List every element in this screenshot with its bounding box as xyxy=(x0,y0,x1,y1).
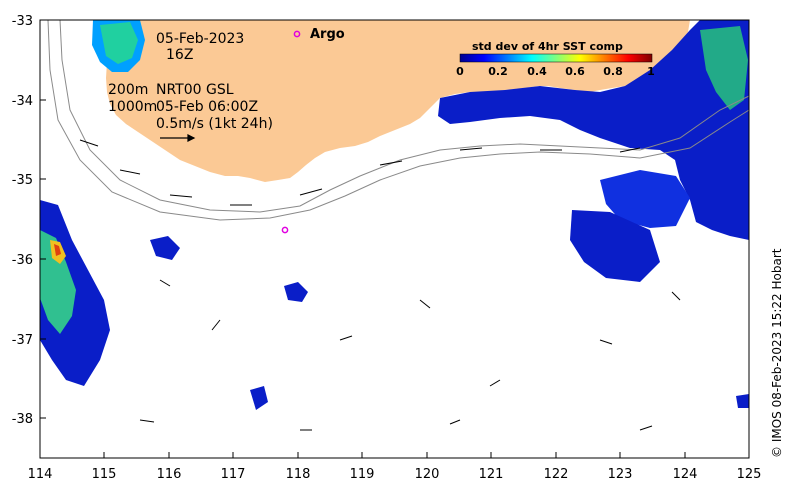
x-tick-label: 114 xyxy=(28,467,53,482)
sst-patch-e-lower xyxy=(570,210,660,282)
x-tick-label: 123 xyxy=(608,467,633,482)
legend-line2-left: 1000m xyxy=(108,99,157,115)
legend-line1-right: NRT00 GSL xyxy=(156,82,234,98)
current-arrow xyxy=(419,299,431,309)
sst-patch-w-green xyxy=(40,230,76,334)
sst-patch-mid-2 xyxy=(150,236,180,260)
y-tick-label: -34 xyxy=(12,94,33,109)
x-tick-label: 115 xyxy=(92,467,117,482)
colorbar-tick: 0.6 xyxy=(565,65,585,78)
current-arrow xyxy=(619,147,641,153)
current-arrow xyxy=(119,169,141,175)
colorbar: std dev of 4hr SST comp 0 0.2 0.4 0.6 0.… xyxy=(456,40,655,78)
x-tick-label: 121 xyxy=(479,467,504,482)
current-arrow xyxy=(159,279,171,287)
current-arrow xyxy=(671,291,681,301)
current-arrow xyxy=(489,379,501,387)
current-arrow xyxy=(169,194,193,198)
y-tick-label: -35 xyxy=(12,173,33,188)
x-axis-labels: 114 115 116 117 118 119 120 121 122 123 … xyxy=(28,467,762,482)
sst-patch-mid-1 xyxy=(284,282,308,302)
x-tick-label: 119 xyxy=(350,467,375,482)
sst-patch-e-mid xyxy=(600,170,690,228)
current-arrow xyxy=(639,425,653,431)
colorbar-ramp xyxy=(459,53,653,63)
sst-patch-mid-3 xyxy=(250,386,268,410)
current-arrow xyxy=(79,139,99,147)
current-arrow xyxy=(299,188,323,196)
colorbar-tick: 0.2 xyxy=(488,65,508,78)
colorbar-tick: 0.8 xyxy=(603,65,623,78)
colorbar-tick: 1 xyxy=(647,65,655,78)
y-tick-label: -36 xyxy=(12,253,33,268)
x-tick-label: 118 xyxy=(286,467,311,482)
argo-marker-float xyxy=(281,226,289,234)
colorbar-title: std dev of 4hr SST comp xyxy=(472,40,623,53)
y-tick-label: -38 xyxy=(12,412,33,427)
axis-tick-marks xyxy=(39,19,750,458)
map-frame xyxy=(39,19,750,459)
sst-patch-ne-green xyxy=(700,26,748,110)
x-tick-label: 116 xyxy=(157,467,182,482)
hour-label: 16Z xyxy=(166,47,193,63)
date-label: 05-Feb-2023 xyxy=(156,31,244,47)
sst-patch-w-red xyxy=(54,244,61,256)
legend-line2-right: 05-Feb 06:00Z xyxy=(156,99,258,115)
scale-arrow xyxy=(160,134,196,142)
y-tick-label: -33 xyxy=(12,14,33,29)
current-arrow xyxy=(379,160,403,166)
x-tick-label: 122 xyxy=(544,467,569,482)
sst-patch-nw-core xyxy=(100,22,138,64)
y-tick-label: -37 xyxy=(12,333,33,348)
colorbar-tick: 0 xyxy=(456,65,464,78)
current-arrow xyxy=(211,319,221,331)
x-tick-label: 120 xyxy=(415,467,440,482)
argo-label: Argo xyxy=(310,27,345,42)
bathymetry-contours xyxy=(47,19,750,221)
x-tick-label: 124 xyxy=(673,467,698,482)
contour-1000m xyxy=(47,19,750,221)
colorbar-tick: 0.4 xyxy=(527,65,547,78)
sst-patch-se xyxy=(736,394,749,408)
legend-line1-left: 200m xyxy=(108,82,148,98)
y-axis-labels: -33 -34 -35 -36 -37 -38 xyxy=(12,14,33,427)
contour-200m xyxy=(59,19,750,213)
sst-stddev-patches xyxy=(40,20,749,410)
argo-marker-legend xyxy=(293,30,301,38)
current-arrow xyxy=(459,147,483,151)
x-tick-label: 125 xyxy=(737,467,762,482)
sst-patch-coast-e xyxy=(438,20,749,240)
current-arrow xyxy=(449,419,461,425)
current-arrow xyxy=(339,335,353,341)
current-arrow xyxy=(139,419,155,423)
current-vectors xyxy=(79,139,681,431)
credit-label: © IMOS 08-Feb-2023 15:22 Hobart xyxy=(770,248,784,458)
x-tick-label: 117 xyxy=(221,467,246,482)
current-arrow xyxy=(599,339,613,345)
scale-label: 0.5m/s (1kt 24h) xyxy=(156,116,273,132)
